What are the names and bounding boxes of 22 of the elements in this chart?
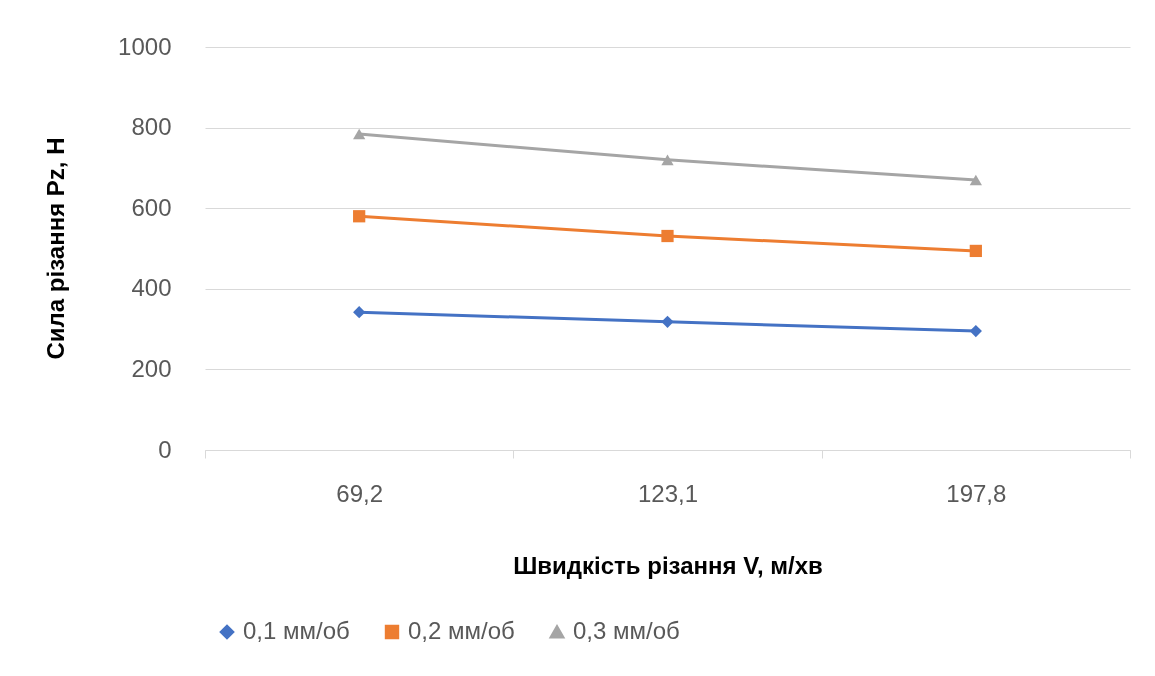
point xyxy=(969,174,982,186)
point xyxy=(969,324,982,338)
y-tick-label: 800 xyxy=(131,113,172,141)
y-tick-label: 200 xyxy=(131,354,172,382)
legend-label: 0,3 мм/об xyxy=(573,617,680,644)
point xyxy=(661,229,674,243)
legend-label: 0,1 мм/об xyxy=(243,617,350,644)
point xyxy=(353,128,366,140)
y-tick-label: 1000 xyxy=(118,32,172,60)
x-tick-label: 69,2 xyxy=(336,479,384,507)
x-axis-title: Швидкість різання V, м/хв xyxy=(513,551,823,579)
y-tick-label: 0 xyxy=(158,435,172,463)
point xyxy=(661,315,674,328)
y-axis-title: Сила різання Pz, Н xyxy=(41,137,69,360)
y-tick-label: 600 xyxy=(131,193,172,221)
point xyxy=(969,244,982,258)
x-tick-label: 197,8 xyxy=(946,479,1007,507)
x-tick-label: 123,1 xyxy=(637,479,699,507)
point xyxy=(353,210,366,223)
y-tick-label: 400 xyxy=(131,274,172,302)
legend-label: 0,2 мм/об xyxy=(408,617,515,644)
point xyxy=(661,154,674,166)
